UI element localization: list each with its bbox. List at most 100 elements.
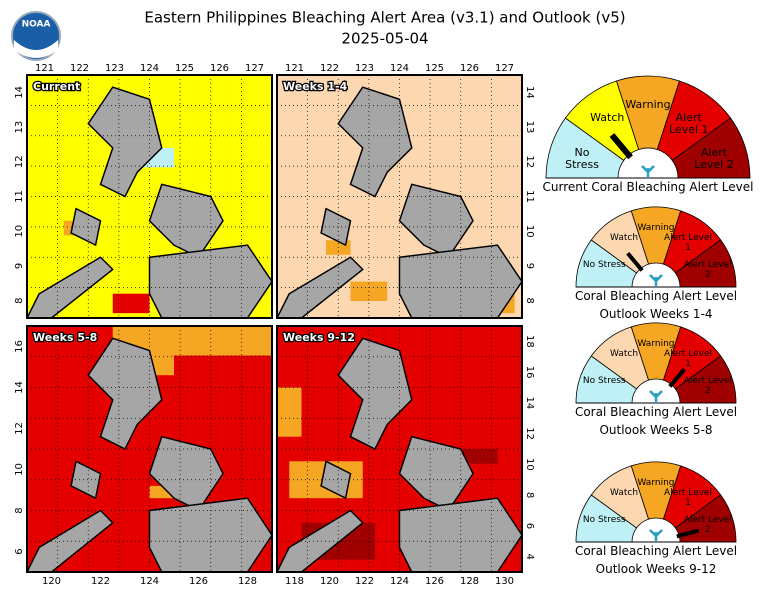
tick-label: 11: [14, 190, 25, 203]
gauge-level-label: Warning: [637, 222, 675, 233]
land: [25, 509, 114, 573]
alert-area: [277, 387, 302, 437]
tick-label: 123: [355, 63, 374, 74]
land: [70, 207, 102, 247]
tick-label: 124: [140, 576, 159, 587]
tick-label: 6: [524, 523, 535, 529]
logo: NOAA: [11, 11, 61, 61]
tick-label: 14: [14, 381, 25, 394]
land: [87, 86, 163, 198]
gauge: [575, 322, 737, 404]
tick-label: 10: [524, 458, 535, 471]
tick-label: 12: [524, 427, 535, 440]
gauge-level-label: Alert Level 2: [683, 376, 732, 397]
gauge: [545, 75, 751, 179]
needle: [676, 528, 700, 539]
land: [87, 337, 163, 450]
tick-label: 118: [285, 576, 304, 587]
land: [148, 497, 273, 573]
gauge-level-label: Alert Level 1: [663, 232, 712, 253]
tick-label: 13: [14, 121, 25, 134]
tick-label: 122: [91, 576, 110, 587]
alert-area: [460, 449, 498, 464]
tick-label: 14: [524, 86, 535, 99]
tick-label: 126: [460, 63, 479, 74]
gauge: [575, 206, 737, 288]
tick-label: 126: [189, 576, 208, 587]
land: [275, 509, 364, 573]
gauge-level-label: Alert Level 1: [663, 348, 712, 369]
gauge-level-label: Warning: [637, 477, 675, 488]
tick-label: 8: [524, 492, 535, 498]
land: [337, 337, 413, 450]
gauge-level-label: Alert Level 2: [683, 260, 732, 281]
gauge-level-label: Warning: [625, 97, 671, 111]
tick-label: 121: [35, 63, 54, 74]
tick-label: 125: [425, 63, 444, 74]
tick-label: 127: [245, 63, 264, 74]
gauge-level-label: Alert Level 2: [694, 145, 734, 171]
tick-label: 124: [390, 576, 409, 587]
tick-label: 128: [460, 576, 479, 587]
land: [25, 256, 114, 319]
tick-label: 10: [524, 225, 535, 238]
coral-icon: [641, 165, 655, 178]
gauge: [575, 461, 737, 543]
needle: [668, 368, 686, 388]
map-panel: Weeks 5-8 120 122 124 126 128 16 14 12 10 8 6: [14, 325, 273, 587]
date: 2025-05-04: [341, 30, 428, 48]
land: [337, 86, 413, 198]
frame: [26, 325, 273, 573]
tick-label: 122: [320, 63, 339, 74]
tick-label: 14: [524, 397, 535, 410]
tick-label: 6: [14, 548, 25, 554]
gauge-level-label: Watch: [590, 110, 625, 124]
land: [70, 460, 102, 500]
gauge-level-label: Alert Level 2: [683, 515, 732, 536]
gauge-level-label: Warning: [637, 338, 675, 349]
tick-label: 9: [524, 263, 535, 269]
tick-label: 18: [524, 335, 535, 348]
tick-label: 127: [495, 63, 514, 74]
gauge-level-label: No Stress: [582, 376, 626, 387]
coral-icon: [649, 274, 663, 287]
land: [320, 207, 352, 247]
tick-label: 9: [14, 263, 25, 269]
gauge-level-label: No Stress: [582, 260, 626, 271]
coral-icon: [649, 529, 663, 542]
title: Eastern Philippines Bleaching Alert Area…: [144, 9, 625, 27]
gauge-caption: Coral Bleaching Alert Level: [574, 405, 738, 419]
gauge-level-label: Watch: [610, 487, 639, 498]
land: [275, 256, 364, 319]
logo-text: NOAA: [22, 20, 51, 30]
tick-label: 12: [524, 155, 535, 168]
gauge-level-label: Alert Level 1: [663, 487, 712, 508]
land: [320, 460, 352, 500]
tick-label: 10: [14, 463, 25, 476]
tick-label: 120: [320, 576, 339, 587]
gauge-level-label: Watch: [610, 348, 639, 359]
frame: [276, 325, 523, 573]
panel-label: Weeks 5-8: [33, 331, 97, 344]
gauge-level-label: Watch: [610, 232, 639, 243]
tick-label: 14: [14, 86, 25, 99]
tick-label: 121: [285, 63, 304, 74]
coral-icon: [649, 390, 663, 403]
tick-label: 120: [42, 576, 61, 587]
panel-label: Weeks 1-4: [283, 80, 348, 93]
gauge-caption: Current Coral Bleaching Alert Level: [542, 180, 754, 194]
needle: [609, 133, 633, 160]
tick-label: 122: [70, 63, 89, 74]
tick-label: 126: [210, 63, 229, 74]
gauge-caption: Outlook Weeks 9-12: [595, 562, 717, 576]
gauge-caption: Outlook Weeks 5-8: [599, 423, 713, 437]
tick-label: 128: [238, 576, 257, 587]
tick-label: 124: [140, 63, 159, 74]
map-panel: Weeks 1-4 121 122 123 124 125 126 127 14 13 12 11 10…: [275, 63, 535, 319]
gauge-caption: Outlook Weeks 1-4: [599, 307, 713, 321]
tick-label: 16: [524, 366, 535, 379]
tick-label: 12: [14, 155, 25, 168]
tick-label: 122: [355, 576, 374, 587]
